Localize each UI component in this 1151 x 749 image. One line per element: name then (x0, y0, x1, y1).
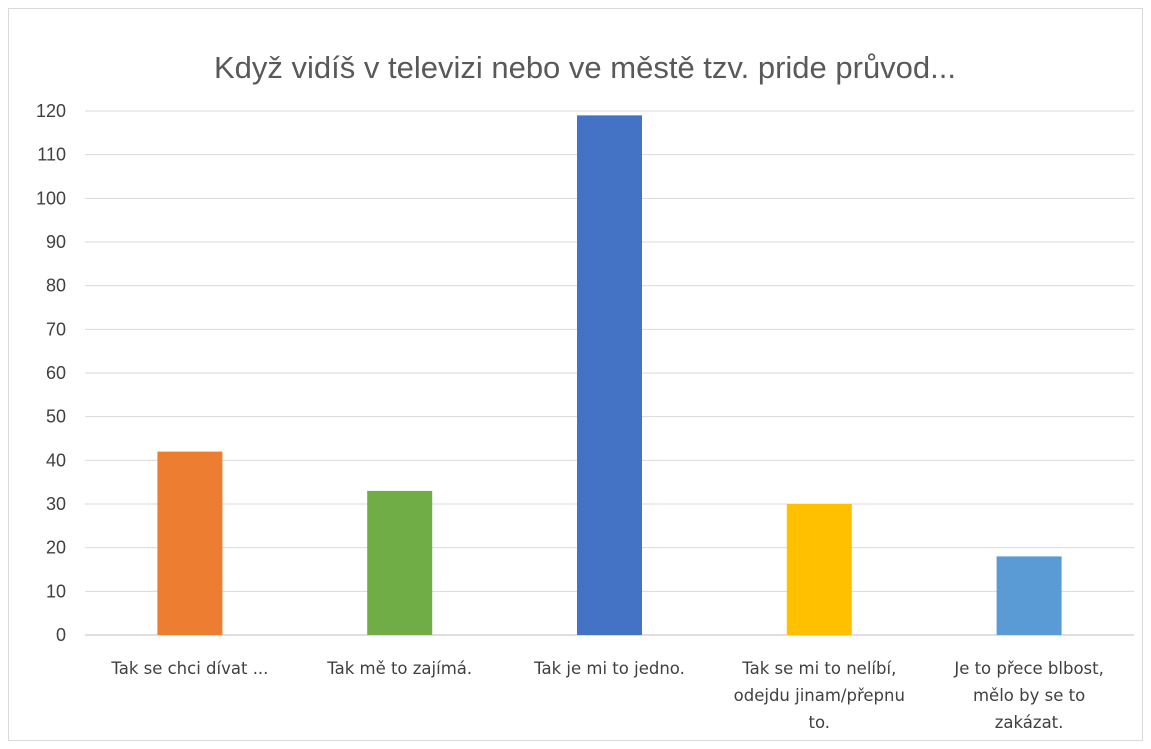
y-tick-label: 50 (46, 407, 66, 427)
y-tick-label: 90 (46, 232, 66, 252)
x-tick-label-line: Tak mě to zajímá. (326, 659, 472, 678)
y-tick-label: 70 (46, 319, 66, 339)
x-tick-label-line: Je to přece blbost, (953, 659, 1104, 678)
x-tick-label-line: Tak je mi to jedno. (533, 659, 685, 678)
y-tick-label: 110 (37, 145, 66, 165)
y-tick-label: 0 (56, 625, 66, 645)
x-tick-label-line: Tak se mi to nelíbí, (741, 659, 896, 678)
x-tick-label-line: zakázat. (995, 713, 1064, 732)
x-tick-label-line: odejdu jinam/přepnu (734, 686, 905, 705)
x-tick-label: Tak mě to zajímá. (326, 659, 472, 678)
x-axis-labels: Tak se chci dívat ... Tak mě to zajímá. Ta… (110, 659, 1104, 732)
bar (367, 490, 433, 635)
x-tick-label: Tak se mi to nelíbí, odejdu jinam/přepnu t… (734, 659, 905, 732)
bar (157, 451, 223, 635)
bar (577, 115, 642, 635)
chart-title: Když vidíš v televizi nebo ve městě tzv.… (214, 50, 956, 85)
y-axis-ticks: 0 10 20 30 40 50 60 70 80 90 100 110 120 (36, 101, 66, 645)
x-tick-label: Tak se chci dívat ... (110, 659, 268, 678)
y-tick-label: 120 (36, 101, 66, 121)
bars (157, 115, 1062, 635)
x-tick-label-line: Tak se chci dívat ... (110, 659, 268, 678)
bar (786, 504, 852, 635)
bar (996, 556, 1062, 635)
y-tick-label: 10 (46, 581, 66, 601)
y-tick-label: 100 (36, 188, 66, 208)
y-tick-label: 20 (46, 538, 66, 558)
x-tick-label-line: to. (809, 713, 831, 732)
y-tick-label: 30 (46, 494, 66, 514)
x-tick-label-line: mělo by se to (973, 686, 1085, 705)
y-tick-label: 40 (46, 450, 66, 470)
x-tick-label: Je to přece blbost, mělo by se to zakázat. (953, 659, 1104, 732)
x-tick-label: Tak je mi to jedno. (533, 659, 685, 678)
y-tick-label: 60 (46, 363, 66, 383)
y-tick-label: 80 (46, 276, 66, 296)
